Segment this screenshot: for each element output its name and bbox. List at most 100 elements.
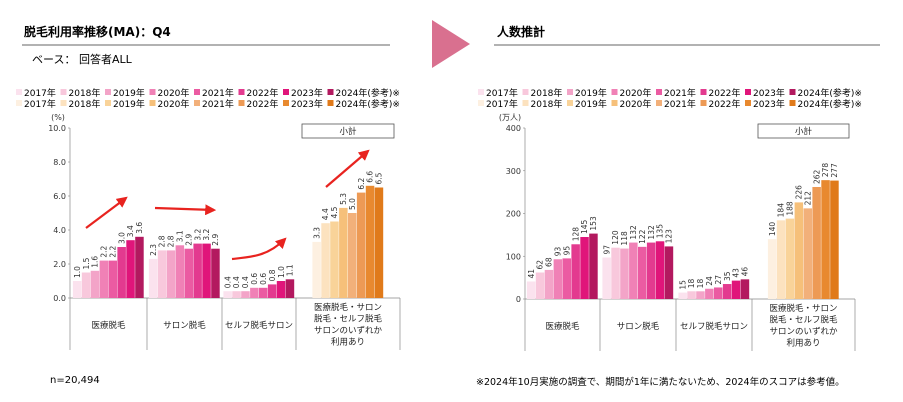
bar [722, 284, 732, 299]
bar [365, 185, 375, 298]
category-label: サロン脱毛 [163, 320, 206, 331]
legend-label: 2024年(参考)※ [336, 98, 400, 110]
bar-value-label: 135 [656, 224, 665, 239]
bar-value-label: 128 [571, 227, 580, 242]
bar [794, 202, 804, 299]
bar-value-label: 0.6 [259, 273, 268, 285]
bar-value-label: 3.0 [117, 232, 126, 244]
y-tick-label: 400 [506, 124, 521, 133]
bar [544, 269, 554, 299]
bar-value-label: 2.2 [100, 245, 109, 257]
category-label: 利用あり [786, 338, 820, 349]
bar-value-label: 18 [687, 279, 696, 289]
legend-label: 2020年 [620, 98, 652, 110]
bar [330, 221, 339, 298]
bar-value-label: 122 [638, 229, 647, 244]
category-label: サロン脱毛 [617, 321, 660, 332]
bar-value-label: 2.8 [167, 235, 176, 247]
legend-swatch [745, 100, 751, 106]
category-label: 脱毛・セルフ脱毛 [314, 314, 383, 325]
right-population-chart: 2017年 2018年 2019年 2020年 2021年 2022年 2023年 2024年… [478, 87, 862, 351]
bar [135, 236, 144, 298]
legend-swatch [478, 100, 484, 106]
legend-label: 2022年 [247, 98, 279, 110]
bar [117, 247, 126, 298]
legend-swatch [60, 100, 67, 106]
category-label: 医療脱毛 [545, 321, 580, 332]
bar-value-label: 1.0 [73, 266, 82, 278]
bar [348, 213, 357, 298]
left-usage-rate-chart: 2017年 2018年 2019年 2020年 2021年 2022年 2023年 2024年… [16, 87, 401, 350]
bar-value-label: 2.8 [158, 235, 167, 247]
bar-value-label: 2.3 [149, 244, 158, 256]
legend-label: 2017年 [24, 87, 56, 99]
bar [714, 287, 723, 299]
bar [731, 280, 741, 299]
bar [696, 291, 705, 299]
legend-swatch [327, 89, 334, 95]
legend-label: 2021年 [202, 87, 234, 99]
trend-arrow [231, 237, 287, 261]
bar-value-label: 93 [554, 246, 563, 256]
legend-swatch [522, 100, 529, 106]
bar [740, 279, 750, 299]
legend-label: 2022年 [709, 98, 741, 110]
base-label: ベース： 回答者ALL [32, 52, 133, 66]
y-tick-label: 200 [506, 210, 521, 219]
subtotal-label: 小計 [795, 126, 813, 137]
bar [250, 287, 259, 298]
legend-swatch [16, 100, 22, 106]
bar-value-label: 262 [812, 169, 821, 184]
bar-value-label: 46 [741, 267, 750, 277]
bar [812, 186, 821, 299]
bar [148, 258, 158, 298]
legend-swatch [238, 100, 245, 106]
bar [81, 272, 91, 298]
bar [232, 291, 241, 298]
bar-value-label: 35 [723, 271, 732, 281]
subtotal-box [757, 123, 850, 139]
legend-swatch [105, 100, 111, 106]
legend-swatch [567, 100, 573, 106]
bar-value-label: 132 [629, 225, 638, 240]
bar [571, 244, 580, 299]
bar [821, 180, 830, 299]
bar [184, 248, 193, 298]
legend-label: 2019年 [575, 98, 607, 110]
category-label: 医療脱毛・サロン [314, 302, 382, 313]
bar [241, 291, 250, 298]
legend-label: 2021年 [664, 87, 696, 99]
bar [785, 218, 795, 299]
y-tick-label: 0 [516, 295, 521, 304]
legend-swatch [194, 89, 200, 95]
bar-value-label: 212 [803, 191, 812, 206]
legend-swatch [656, 89, 662, 95]
legend-swatch [656, 100, 662, 106]
bar-value-label: 18 [696, 279, 705, 289]
y-tick-label: 4.0 [53, 226, 66, 235]
bar-value-label: 118 [620, 231, 629, 246]
bar [99, 260, 109, 298]
left-chart-title: 脱毛利用率推移(MA)：Q4 [24, 24, 171, 39]
legend-swatch [60, 89, 67, 95]
bar-value-label: 277 [830, 163, 839, 178]
legend-label: 2024年(参考)※ [336, 87, 400, 99]
bar [767, 239, 777, 299]
bar-value-label: 0.8 [268, 269, 277, 281]
legend-label: 2018年 [69, 87, 101, 99]
bar-value-label: 4.5 [330, 206, 339, 218]
right-chart-title: 人数推計 [497, 24, 545, 39]
bar [830, 180, 839, 299]
bar-value-label: 2.9 [211, 234, 220, 246]
subtotal-box [301, 123, 395, 139]
legend-label: 2019年 [113, 87, 145, 99]
category-label: 医療脱毛 [91, 320, 126, 331]
bar [602, 257, 611, 299]
legend-label: 2024年(参考)※ [798, 87, 862, 99]
divider-arrow [432, 20, 470, 68]
bar-value-label: 3.1 [176, 230, 185, 242]
bar-value-label: 278 [821, 163, 830, 178]
bar-value-label: 5.0 [348, 198, 357, 210]
bar-value-label: 1.0 [277, 266, 286, 278]
legend-swatch [789, 89, 796, 95]
